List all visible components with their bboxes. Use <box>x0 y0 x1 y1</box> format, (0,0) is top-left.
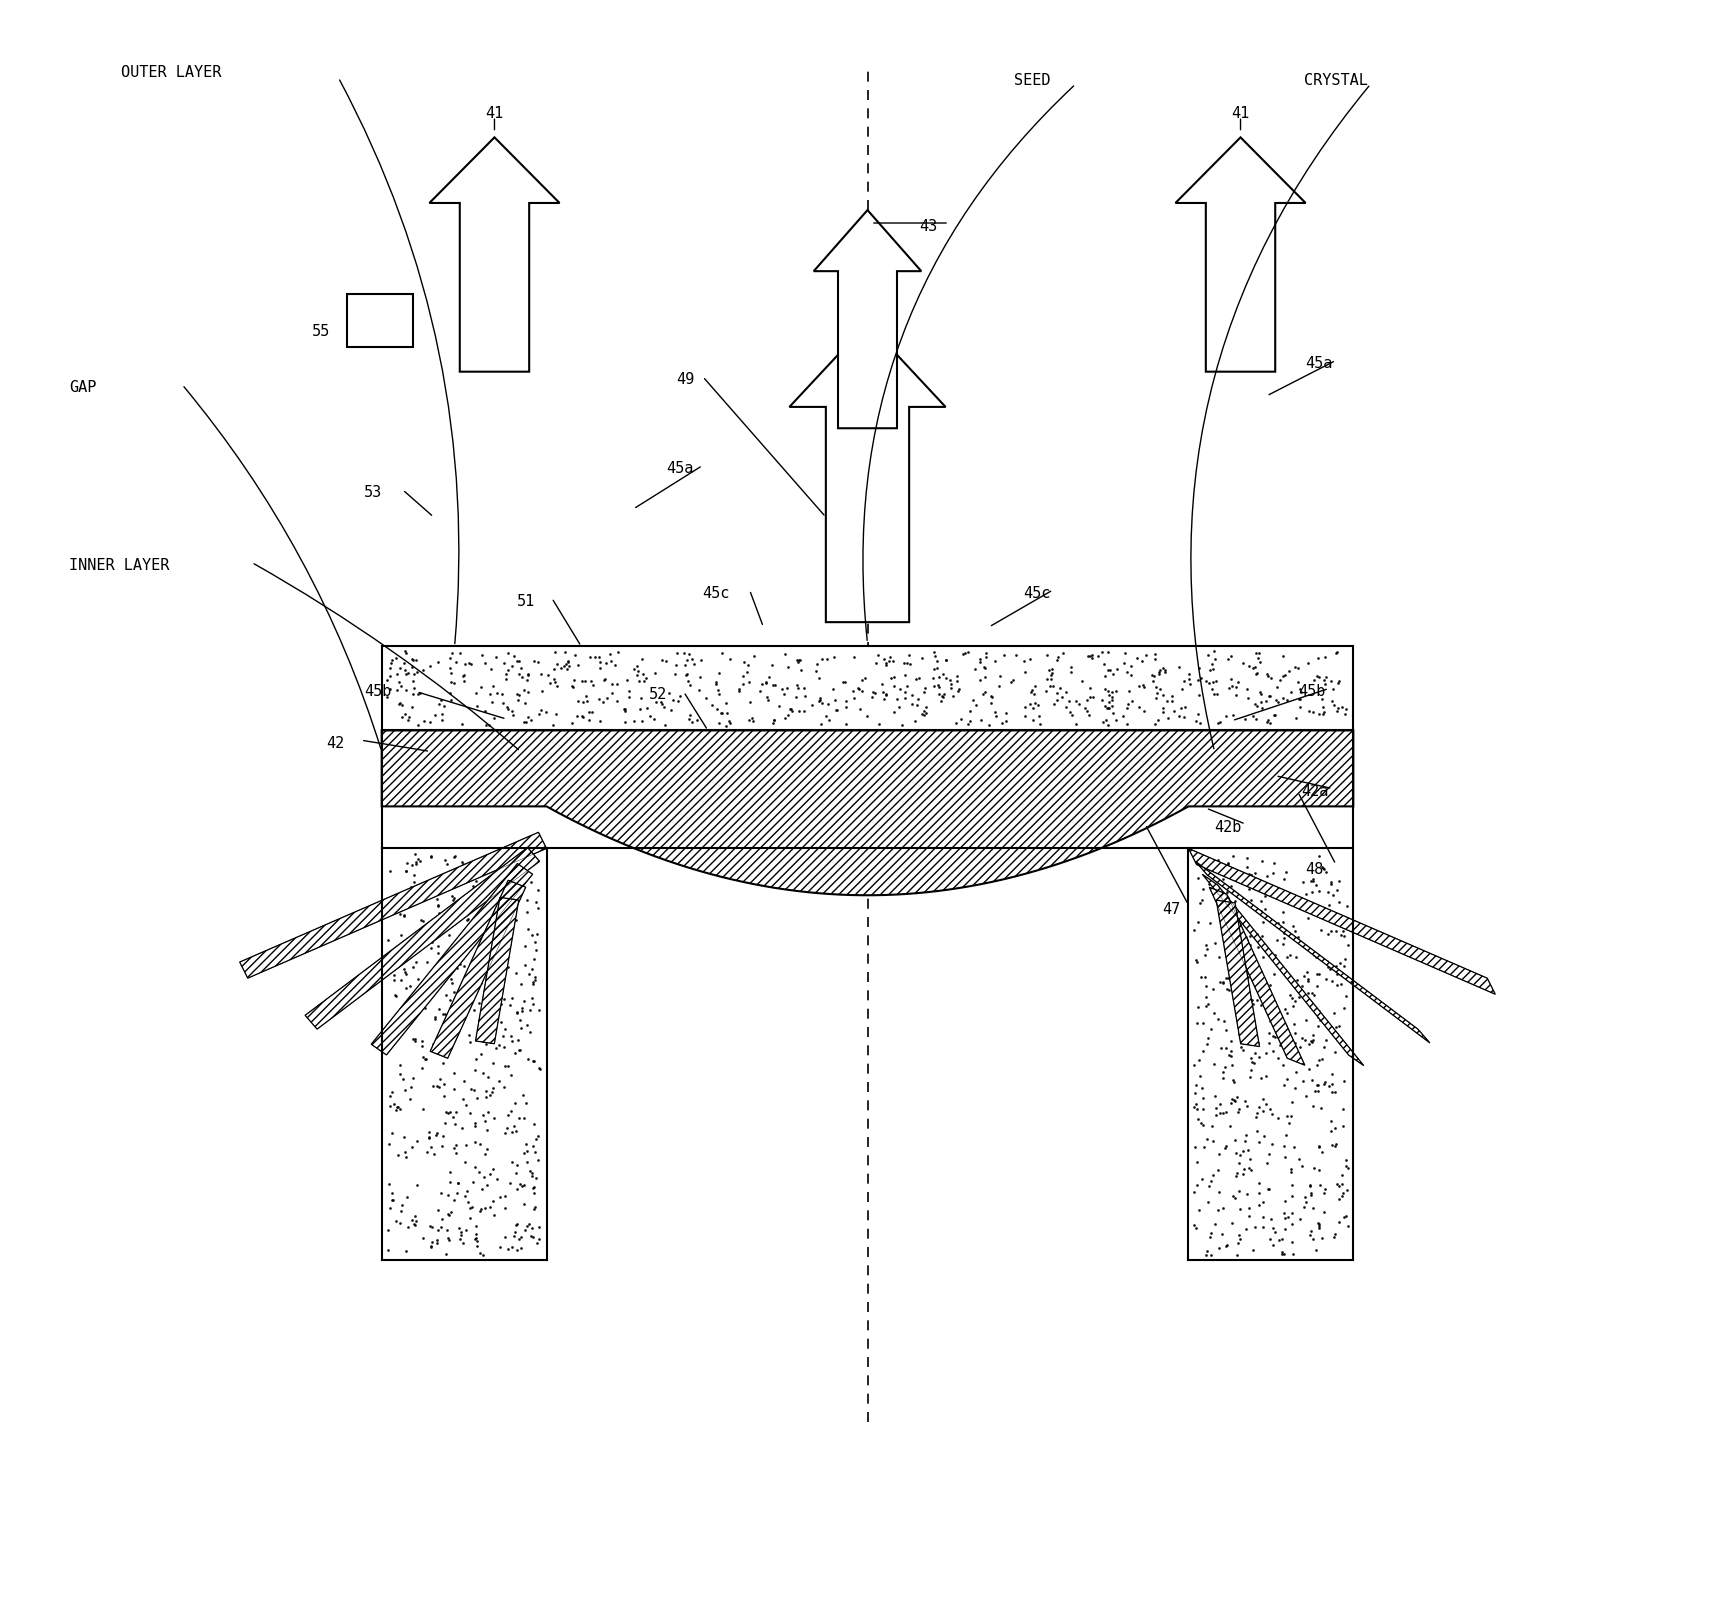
Polygon shape <box>371 863 533 1055</box>
Polygon shape <box>429 137 559 372</box>
Text: 42: 42 <box>326 735 345 751</box>
Text: 45c: 45c <box>1024 585 1051 601</box>
Text: 48: 48 <box>1305 861 1324 877</box>
Bar <box>347 294 413 347</box>
Polygon shape <box>1202 874 1364 1065</box>
Bar <box>1188 848 1353 1260</box>
Text: 45b: 45b <box>364 684 392 700</box>
Text: 41: 41 <box>486 105 503 121</box>
Bar <box>382 730 547 806</box>
Text: SEED: SEED <box>1013 73 1051 89</box>
Text: 45a: 45a <box>666 461 694 477</box>
Polygon shape <box>1209 887 1305 1065</box>
Polygon shape <box>1188 848 1496 994</box>
Polygon shape <box>1216 900 1260 1047</box>
Polygon shape <box>305 847 540 1029</box>
Text: INNER LAYER: INNER LAYER <box>69 558 170 574</box>
Text: 42b: 42b <box>1214 819 1242 835</box>
Text: 49: 49 <box>677 372 696 388</box>
Polygon shape <box>789 323 946 622</box>
Text: 41: 41 <box>1232 105 1249 121</box>
Polygon shape <box>1176 137 1305 372</box>
Polygon shape <box>475 897 519 1044</box>
Text: CRYSTAL: CRYSTAL <box>1305 73 1367 89</box>
Text: 53: 53 <box>364 485 383 501</box>
Text: 55: 55 <box>312 323 331 339</box>
Text: 52: 52 <box>649 687 668 703</box>
Text: 42a: 42a <box>1301 784 1329 800</box>
Bar <box>382 646 1353 730</box>
Polygon shape <box>814 210 921 428</box>
Bar <box>1188 730 1353 806</box>
Text: 47: 47 <box>1162 902 1182 918</box>
Text: OUTER LAYER: OUTER LAYER <box>121 65 222 81</box>
Text: 45b: 45b <box>1298 684 1326 700</box>
Text: GAP: GAP <box>69 380 97 396</box>
Polygon shape <box>1195 861 1430 1042</box>
Polygon shape <box>239 832 547 978</box>
Polygon shape <box>430 881 526 1058</box>
Bar <box>382 848 547 1260</box>
Text: 43: 43 <box>920 218 939 234</box>
Text: 51: 51 <box>517 593 536 609</box>
Polygon shape <box>382 730 1353 895</box>
Text: 45a: 45a <box>1305 356 1332 372</box>
Text: 45c: 45c <box>703 585 730 601</box>
